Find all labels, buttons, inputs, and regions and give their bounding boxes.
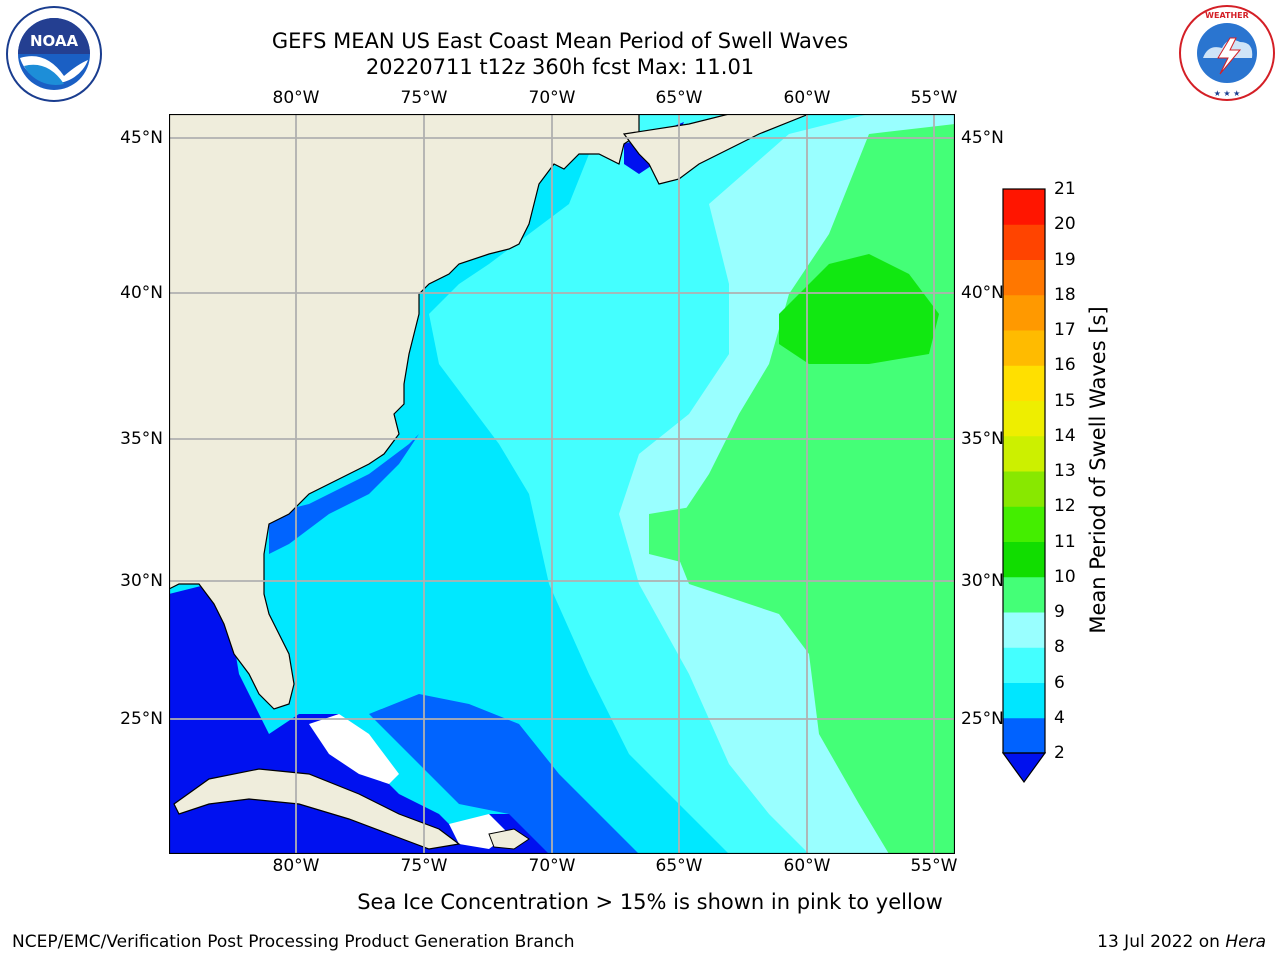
land-maritimes	[622, 114, 810, 185]
lat-tick-right: 35°N	[961, 429, 1004, 449]
lon-tick-bottom: 70°W	[528, 856, 576, 876]
land-islands	[488, 828, 530, 850]
colorbar-tick: 2	[1054, 743, 1065, 763]
colorbar-tick: 17	[1054, 320, 1076, 340]
colorbar-swatch	[1003, 330, 1045, 366]
colorbar-tick: 16	[1054, 355, 1076, 376]
colorbar-label: Mean Period of Swell Waves [s]	[1086, 306, 1110, 634]
footer-date-text: 13 Jul 2022 on	[1097, 932, 1226, 952]
sea-ice-note: Sea Ice Concentration > 15% is shown in …	[357, 890, 943, 914]
lat-tick-right: 30°N	[961, 571, 1004, 591]
colorbar-tick: 13	[1054, 461, 1076, 481]
lon-tick-bottom: 55°W	[910, 856, 958, 876]
svg-text:★ ★ ★: ★ ★ ★	[1214, 89, 1241, 98]
lon-tick-top: 75°W	[400, 88, 448, 108]
graticule	[169, 114, 955, 854]
land-cuba	[173, 768, 461, 850]
colorbar-swatch	[1003, 717, 1045, 754]
colorbar-tick: 8	[1054, 637, 1065, 658]
ocean-green-patch	[649, 504, 729, 564]
lon-tick-top: 65°W	[655, 88, 703, 108]
coastal-blue-band	[269, 434, 419, 554]
caribbean-blue	[369, 694, 639, 854]
lat-tick-right: 45°N	[961, 128, 1004, 148]
colorbar-swatch	[1003, 294, 1045, 331]
footer-credit: NCEP/EMC/Verification Post Processing Pr…	[12, 932, 575, 952]
lon-tick-top: 80°W	[272, 88, 320, 108]
footer-host: Hera	[1225, 932, 1266, 952]
colorbar-tick: 6	[1054, 672, 1065, 693]
chart-subtitle: 20220711 t12z 360h fcst Max: 11.01	[365, 55, 755, 79]
lon-tick-bottom: 80°W	[272, 856, 320, 876]
lon-tick-bottom: 75°W	[400, 856, 448, 876]
colorbar-swatch	[1003, 576, 1045, 613]
lat-tick-left: 30°N	[120, 571, 163, 591]
lon-tick-top: 60°W	[783, 88, 831, 108]
colorbar-swatch	[1003, 365, 1045, 401]
colorbar-swatch	[1003, 224, 1045, 260]
colorbar-tick: 20	[1054, 214, 1076, 235]
map-panel	[169, 114, 955, 854]
colorbar-swatch	[1003, 400, 1045, 437]
bahamas-white	[309, 714, 399, 784]
colorbar-tick: 9	[1054, 602, 1065, 622]
svg-text:WEATHER: WEATHER	[1205, 11, 1249, 20]
lat-tick-left: 40°N	[120, 283, 163, 303]
lon-tick-bottom: 60°W	[783, 856, 831, 876]
colorbar-tick: 21	[1054, 179, 1076, 199]
lat-tick-left: 25°N	[120, 709, 163, 729]
colorbar	[1002, 188, 1046, 784]
colorbar-tick: 12	[1054, 496, 1076, 517]
colorbar-tick: 19	[1054, 249, 1076, 270]
nws-logo: WEATHER ★ ★ ★	[1178, 4, 1276, 102]
lat-tick-left: 35°N	[120, 429, 163, 449]
colorbar-tick: 18	[1054, 284, 1076, 305]
lon-tick-top: 55°W	[910, 88, 958, 108]
colorbar-tick: 14	[1054, 425, 1076, 446]
colorbar-swatch	[1003, 541, 1045, 578]
colorbar-tick: 11	[1054, 531, 1076, 552]
colorbar-extend-triangle	[1002, 752, 1046, 784]
colorbar-swatch	[1003, 647, 1045, 683]
lat-tick-right: 25°N	[961, 709, 1004, 729]
colorbar-tick: 15	[1054, 390, 1076, 411]
colorbar-swatch	[1003, 189, 1045, 225]
colorbar-tick: 4	[1054, 707, 1065, 728]
lat-tick-right: 40°N	[961, 283, 1004, 303]
footer-date: 13 Jul 2022 on Hera	[1097, 932, 1266, 952]
colorbar-swatch	[1003, 612, 1045, 648]
noaa-logo-text: NOAA	[30, 32, 79, 50]
lon-tick-top: 70°W	[528, 88, 576, 108]
chart-title: GEFS MEAN US East Coast Mean Period of S…	[271, 29, 849, 53]
colorbar-swatch	[1003, 471, 1045, 507]
colorbar-swatch	[1003, 682, 1045, 719]
lon-tick-bottom: 65°W	[655, 856, 703, 876]
ocean-bright-green-zone	[779, 254, 939, 364]
colorbar-swatch	[1003, 506, 1045, 542]
colorbar-swatch	[1003, 435, 1045, 472]
colorbar-tick: 10	[1054, 566, 1076, 587]
lat-tick-left: 45°N	[120, 128, 163, 148]
noaa-logo: NOAA	[6, 6, 102, 102]
colorbar-swatch	[1003, 259, 1045, 296]
